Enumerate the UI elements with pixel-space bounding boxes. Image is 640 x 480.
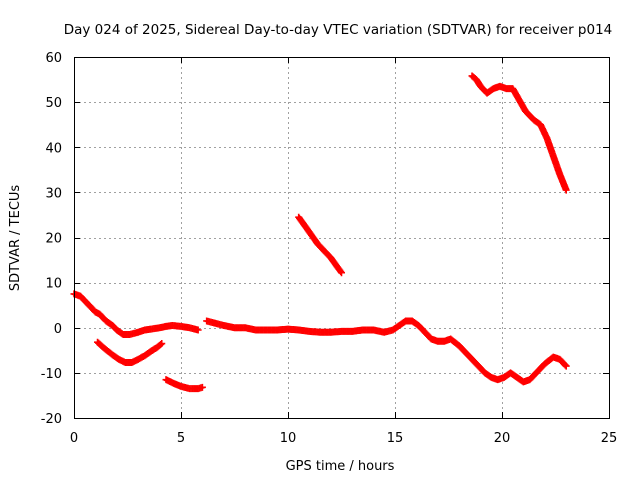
y-tick-label: 40 [45,141,62,156]
y-tick-label: 50 [45,96,62,111]
axis-ticks [74,57,610,419]
series-arc-4 [203,317,570,386]
series-arc-2 [94,338,166,366]
y-tick-labels: -20 -10 0 10 20 30 40 50 60 [41,51,62,427]
series-arc-1 [70,290,202,339]
data-point [337,268,345,276]
x-tick-label: 20 [494,431,511,446]
x-axis-label: GPS time / hours [286,459,395,474]
series-arc-5 [295,213,345,277]
series-arc-6 [468,72,570,194]
x-tick-labels: 0 5 10 15 20 25 [70,431,617,446]
y-tick-label: 20 [45,232,62,247]
y-axis-label: SDTVAR / TECUs [8,185,23,292]
y-tick-label: -20 [41,412,62,427]
y-tick-label: -10 [41,367,62,382]
x-tick-label: 0 [70,431,78,446]
x-tick-label: 25 [601,431,618,446]
data-point [194,326,202,334]
data-point [198,383,206,391]
series-arc-3 [162,376,206,393]
chart-title: Day 024 of 2025, Sidereal Day-to-day VTE… [64,22,613,38]
y-tick-label: 10 [45,277,62,292]
data-markers [70,72,570,393]
x-tick-label: 5 [177,431,185,446]
data-point [562,186,570,194]
data-point [158,340,166,348]
data-point [338,269,345,277]
data-point [562,362,570,370]
x-tick-label: 10 [280,431,297,446]
y-tick-label: 60 [45,51,62,66]
data-point [157,340,165,348]
x-tick-label: 15 [387,431,404,446]
y-tick-label: 30 [45,186,62,201]
data-point [561,361,569,369]
y-tick-label: 0 [54,322,62,337]
